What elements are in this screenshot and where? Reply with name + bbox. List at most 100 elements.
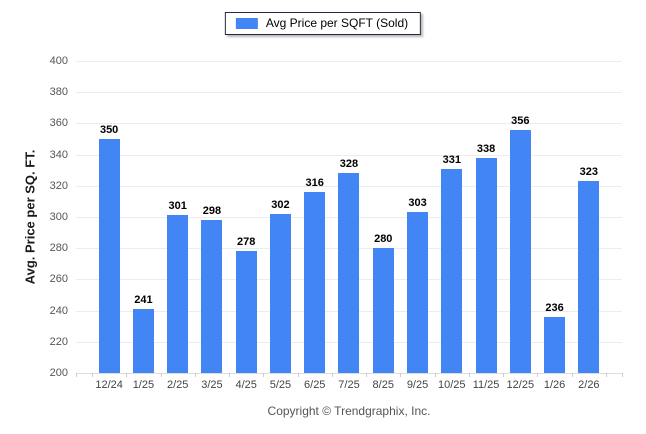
bar-slot: 241 xyxy=(126,61,160,373)
y-tick-label: 260 xyxy=(49,273,68,286)
x-tick-label: 12/25 xyxy=(506,379,535,391)
x-tick-label: 11/25 xyxy=(472,379,500,391)
bar-slot: 301 xyxy=(161,61,195,373)
bar: 241 xyxy=(132,294,154,373)
x-tick-label: 1/25 xyxy=(132,379,155,391)
x-tick-label: 8/25 xyxy=(372,379,394,391)
x-tick-label: 12/24 xyxy=(95,379,123,391)
y-tick-label: 320 xyxy=(49,179,68,192)
bar-value-label: 236 xyxy=(545,301,564,314)
bar-slot: 350 xyxy=(92,61,126,373)
bar: 350 xyxy=(98,124,120,373)
x-tick-label: 9/25 xyxy=(406,379,429,391)
x-axis-tick xyxy=(468,373,470,377)
x-axis-tick xyxy=(76,373,77,377)
x-axis-tick xyxy=(606,373,607,377)
bar-value-label: 301 xyxy=(168,200,187,213)
bar-value-label: 331 xyxy=(442,153,461,166)
gridline xyxy=(76,92,622,94)
bar-slot: 278 xyxy=(229,61,263,373)
y-tick-label: 340 xyxy=(49,148,68,161)
x-tick-label: 10/25 xyxy=(438,379,466,391)
x-tick-label: 2/25 xyxy=(166,379,189,391)
bar-value-label: 323 xyxy=(579,166,599,179)
plot-area: 350 241 301 298 278 302 316 328 280 303 331 338 356 2… xyxy=(50,55,623,391)
x-tick-label: 2/26 xyxy=(578,379,600,391)
copyright-text: Copyright © Trendgraphix, Inc. xyxy=(267,404,431,418)
bar-slot: 331 xyxy=(435,61,469,373)
bar: 278 xyxy=(235,236,257,373)
bar: 302 xyxy=(269,199,291,373)
bar: 303 xyxy=(407,197,429,373)
gridline xyxy=(76,373,622,374)
gridline xyxy=(76,154,622,156)
bar-value-label: 316 xyxy=(305,177,324,190)
bar: 316 xyxy=(304,177,326,373)
x-tick-label: 7/25 xyxy=(338,379,360,391)
x-axis-tick xyxy=(263,373,265,377)
x-axis-tick xyxy=(366,373,368,377)
bar-value-label: 338 xyxy=(476,142,496,155)
gridline xyxy=(76,61,622,62)
x-axis-tick xyxy=(331,373,333,377)
bar-slot: 298 xyxy=(195,61,229,373)
bar-value-label: 278 xyxy=(237,236,256,249)
bar: 298 xyxy=(201,205,223,373)
bar: 323 xyxy=(578,166,600,373)
bar: 280 xyxy=(372,233,394,373)
bar-value-label: 302 xyxy=(271,198,290,211)
bar-value-label: 298 xyxy=(202,205,222,218)
x-axis-tick xyxy=(160,373,162,377)
x-axis-tick xyxy=(622,373,623,377)
y-tick-label: 380 xyxy=(49,86,68,99)
bar-slot: 236 xyxy=(537,61,571,373)
y-tick-label: 360 xyxy=(49,117,68,130)
bar-slot: 328 xyxy=(332,61,366,373)
bar: 236 xyxy=(544,302,566,373)
bar-value-label: 280 xyxy=(374,233,393,246)
bar: 338 xyxy=(475,143,497,373)
bars-row: 350 241 301 298 278 302 316 328 280 303 331 338 356 2… xyxy=(76,61,622,373)
bar-slot: 280 xyxy=(366,61,400,373)
bar-slot: 302 xyxy=(263,61,297,373)
x-axis-tick xyxy=(92,373,93,377)
bar: 301 xyxy=(167,200,189,373)
x-tick-label: 4/25 xyxy=(235,379,257,391)
legend-label: Avg Price per SQFT (Sold) xyxy=(265,16,409,30)
bar-slot: 356 xyxy=(503,61,537,373)
y-tick-label: 240 xyxy=(49,304,68,317)
legend-swatch xyxy=(235,18,258,29)
x-axis-tick xyxy=(194,373,196,377)
x-axis-tick xyxy=(571,373,573,377)
bar-slot: 316 xyxy=(298,61,332,373)
x-tick-label: 3/25 xyxy=(201,379,223,391)
x-axis-tick xyxy=(126,373,128,377)
x-tick-label: 5/25 xyxy=(269,379,292,391)
x-tick-label: 1/26 xyxy=(543,379,566,391)
y-tick-label: 300 xyxy=(49,211,68,223)
bar-slot: 303 xyxy=(400,61,434,373)
bar-value-label: 303 xyxy=(408,197,427,210)
x-axis-tick xyxy=(297,373,299,377)
x-axis-tick xyxy=(537,373,539,377)
y-tick-label: 200 xyxy=(49,367,68,379)
bar: 356 xyxy=(509,115,531,373)
x-labels-row: 12/24 1/25 2/25 3/25 4/25 5/25 6/25 7/25 8/25 9/2… xyxy=(76,379,622,391)
bar: 328 xyxy=(338,158,360,373)
x-tick-label: 6/25 xyxy=(304,379,326,391)
x-axis-tick xyxy=(503,373,505,377)
bar-value-label: 241 xyxy=(134,294,153,307)
y-tick-label: 220 xyxy=(49,335,68,348)
x-axis-tick xyxy=(434,373,436,377)
gridline xyxy=(76,123,622,125)
bar-value-label: 356 xyxy=(511,114,530,127)
bar-value-label: 350 xyxy=(99,124,119,136)
x-axis-tick xyxy=(229,373,231,377)
bar-value-label: 328 xyxy=(339,158,359,171)
bar: 331 xyxy=(441,154,463,373)
bar-slot: 323 xyxy=(572,61,606,373)
y-tick-label: 280 xyxy=(49,242,68,255)
y-tick-label: 400 xyxy=(49,55,68,67)
legend: Avg Price per SQFT (Sold) xyxy=(224,12,422,35)
